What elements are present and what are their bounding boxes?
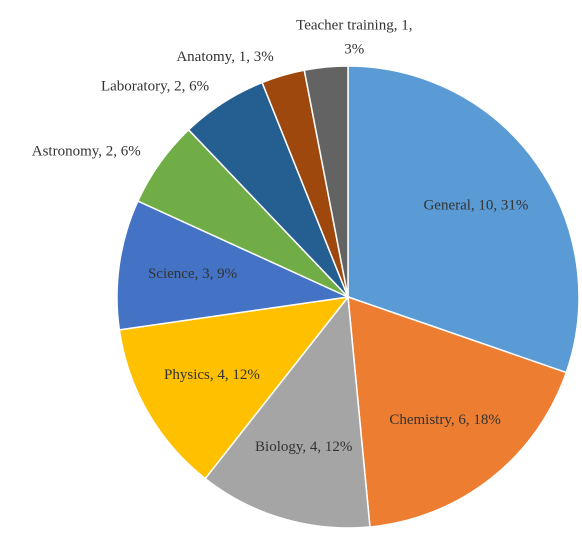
pie-slice <box>303 65 349 298</box>
data-label: Physics, 4, 12% <box>164 367 260 383</box>
data-label: Biology, 4, 12% <box>255 439 352 455</box>
pie-slice <box>347 295 568 528</box>
data-label-line: 3% <box>344 42 364 58</box>
data-label: Teacher training, 1, 3% <box>296 18 412 58</box>
data-label: Astronomy, 2, 6% <box>32 144 141 160</box>
pie-slice <box>347 65 580 374</box>
data-label: General, 10, 31% <box>423 197 528 213</box>
data-label-line: Teacher training, 1, <box>296 18 412 34</box>
pie-slice <box>116 200 351 331</box>
pie-slice <box>118 295 350 480</box>
data-label: Anatomy, 1, 3% <box>176 49 273 65</box>
data-label: Laboratory, 2, 6% <box>101 79 209 95</box>
data-label: Science, 3, 9% <box>148 266 237 282</box>
data-label: Chemistry, 6, 18% <box>389 412 501 428</box>
pie-slice <box>204 295 371 529</box>
